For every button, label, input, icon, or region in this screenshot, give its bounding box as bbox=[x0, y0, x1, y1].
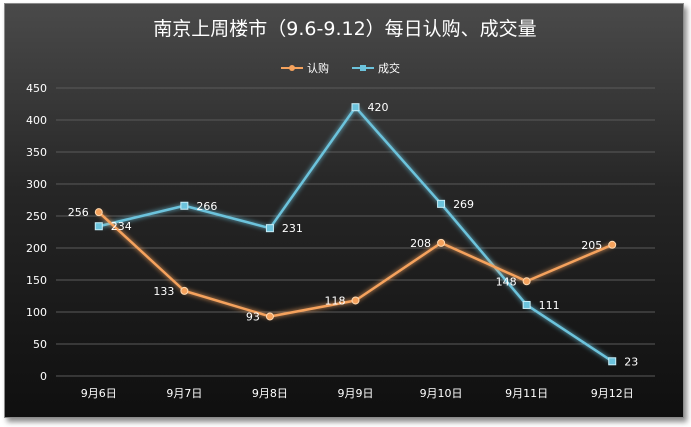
y-tick-label: 350 bbox=[26, 146, 47, 159]
legend-label: 认购 bbox=[307, 61, 329, 75]
data-point bbox=[437, 238, 446, 247]
data-label: 420 bbox=[368, 101, 389, 114]
y-tick-label: 300 bbox=[26, 178, 47, 191]
data-point bbox=[608, 357, 617, 366]
y-tick-label: 0 bbox=[40, 370, 47, 383]
y-tick-label: 200 bbox=[26, 242, 47, 255]
data-label: 133 bbox=[153, 285, 174, 298]
legend-item: 认购 bbox=[281, 61, 329, 75]
chart-frame bbox=[4, 3, 684, 418]
data-label: 266 bbox=[196, 200, 217, 213]
legend-item: 成交 bbox=[352, 61, 400, 75]
x-tick-label: 9月9日 bbox=[338, 387, 374, 400]
data-label: 269 bbox=[453, 198, 474, 211]
data-point bbox=[265, 224, 274, 233]
data-point bbox=[522, 277, 531, 286]
data-point bbox=[265, 312, 274, 321]
y-tick-label: 250 bbox=[26, 210, 47, 223]
data-label: 118 bbox=[325, 294, 346, 307]
y-tick-label: 150 bbox=[26, 274, 47, 287]
data-label: 111 bbox=[539, 299, 560, 312]
x-tick-label: 9月10日 bbox=[420, 387, 463, 400]
y-tick-label: 400 bbox=[26, 114, 47, 127]
legend-label: 成交 bbox=[378, 61, 400, 75]
legend-marker bbox=[360, 65, 366, 71]
y-tick-label: 100 bbox=[26, 306, 47, 319]
x-tick-label: 9月12日 bbox=[591, 387, 634, 400]
data-point bbox=[94, 222, 103, 231]
plot-area: 256 133 93 118 208 148 205 234 266 231 420 269 111 23 bbox=[68, 101, 638, 368]
y-tick-label: 450 bbox=[26, 82, 47, 95]
legend-marker bbox=[289, 65, 295, 71]
data-label: 23 bbox=[624, 355, 638, 368]
x-tick-label: 9月8日 bbox=[252, 387, 288, 400]
data-point bbox=[351, 296, 360, 305]
x-tick-label: 9月6日 bbox=[81, 387, 117, 400]
grid-lines bbox=[56, 87, 655, 377]
legend: 认购 成交 bbox=[281, 61, 400, 75]
x-axis: 9月6日 9月7日 9月8日 9月9日 9月10日 9月11日 9月12日 bbox=[81, 387, 634, 400]
y-axis: 0 50 100 150 200 250 300 350 400 450 bbox=[26, 82, 47, 383]
data-point bbox=[608, 240, 617, 249]
data-label: 231 bbox=[282, 222, 303, 235]
data-point bbox=[180, 286, 189, 295]
data-point bbox=[351, 103, 360, 112]
data-point bbox=[180, 201, 189, 210]
data-label: 234 bbox=[111, 220, 132, 233]
data-label: 256 bbox=[68, 206, 89, 219]
data-label: 148 bbox=[496, 275, 517, 288]
x-tick-label: 9月11日 bbox=[505, 387, 548, 400]
series-line-transaction bbox=[98, 105, 613, 363]
data-label: 205 bbox=[581, 239, 602, 252]
y-tick-label: 50 bbox=[33, 338, 47, 351]
data-label: 208 bbox=[410, 237, 431, 250]
data-point bbox=[437, 199, 446, 208]
data-label: 93 bbox=[246, 310, 260, 323]
data-point bbox=[94, 208, 103, 217]
data-point bbox=[522, 300, 531, 309]
chart-title: 南京上周楼市（9.6-9.12）每日认购、成交量 bbox=[153, 18, 536, 40]
x-tick-label: 9月7日 bbox=[166, 387, 202, 400]
